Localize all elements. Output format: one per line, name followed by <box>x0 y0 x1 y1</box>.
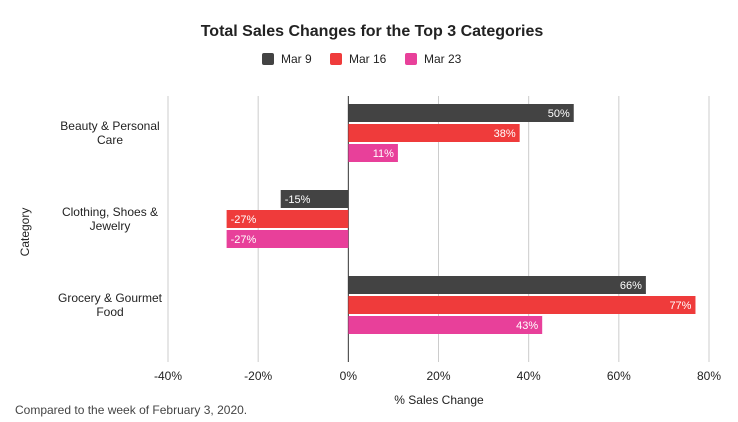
legend-swatch <box>262 53 274 65</box>
bar <box>280 190 349 208</box>
x-tick-label: 80% <box>697 369 721 383</box>
legend-label: Mar 9 <box>281 52 312 66</box>
x-tick-label: 40% <box>517 369 541 383</box>
x-tick-label: -20% <box>244 369 272 383</box>
x-tick-label: 0% <box>340 369 358 383</box>
bar-label: 66% <box>620 280 642 292</box>
x-tick-label: -40% <box>154 369 182 383</box>
bar <box>348 144 398 162</box>
chart-title: Total Sales Changes for the Top 3 Catego… <box>201 23 544 40</box>
bar <box>348 316 543 334</box>
category-labels: Beauty & Personal Care Clothing, Shoes & Je… <box>58 119 163 319</box>
x-axis-title: % Sales Change <box>394 393 484 407</box>
bar-label: -27% <box>231 234 257 246</box>
x-tick-label: 60% <box>607 369 631 383</box>
category-label: Grocery & Gourmet Food <box>58 291 163 319</box>
bar-label: -15% <box>285 194 311 206</box>
legend: Mar 9 Mar 16 Mar 23 <box>262 52 462 66</box>
bar-label: 11% <box>373 148 394 160</box>
legend-swatch <box>330 53 342 65</box>
legend-label: Mar 16 <box>349 52 387 66</box>
x-tick-label: 20% <box>426 369 450 383</box>
category-label: Beauty & Personal Care <box>60 119 159 147</box>
bar <box>226 210 349 228</box>
category-label: Clothing, Shoes & Jewelry <box>62 205 158 233</box>
bar <box>348 276 646 294</box>
footnote: Compared to the week of February 3, 2020… <box>15 403 248 417</box>
x-tick-labels: -40% -20% 0% 20% 40% 60% 80% <box>154 369 721 383</box>
bars: 50% 38% 11% -15% -27% -27% 66% 77% 43% <box>226 104 696 334</box>
bar-label: 77% <box>669 300 691 312</box>
y-axis-title: Category <box>18 208 32 257</box>
bar-label: -27% <box>231 214 257 226</box>
bar <box>348 124 520 142</box>
legend-label: Mar 23 <box>424 52 462 66</box>
bar <box>348 296 696 314</box>
legend-swatch <box>405 53 417 65</box>
bar-label: 43% <box>516 320 538 332</box>
bar-label: 38% <box>494 128 516 140</box>
bar <box>226 230 349 248</box>
bar <box>348 104 574 122</box>
bar-label: 50% <box>548 108 570 120</box>
